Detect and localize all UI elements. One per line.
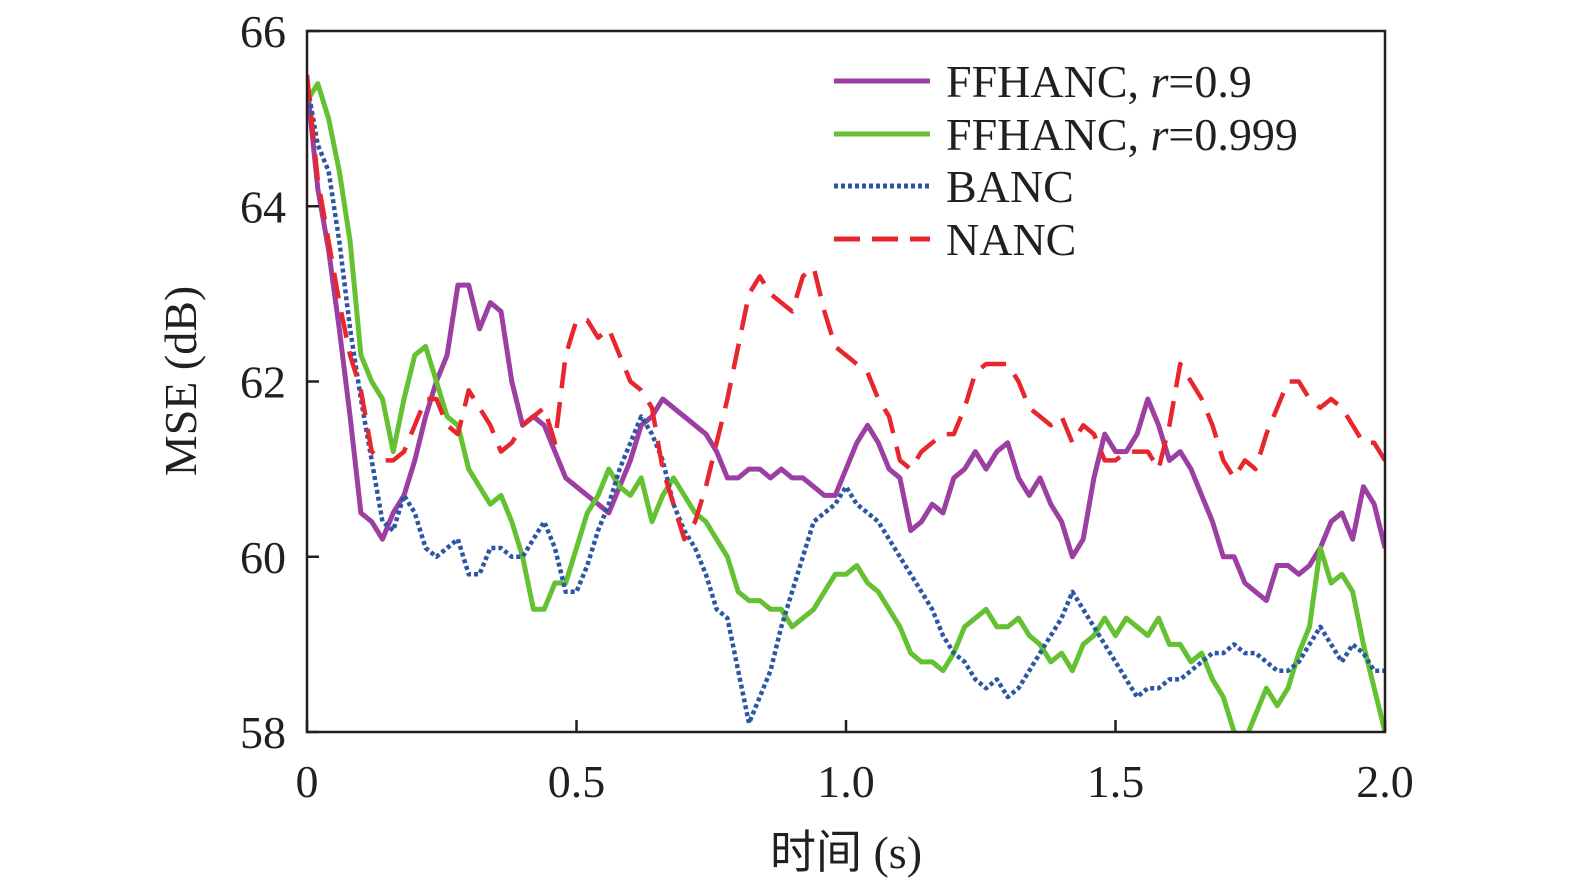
- legend-label: FFHANC, r=0.9: [946, 56, 1252, 107]
- x-tick-label: 1.0: [817, 756, 875, 807]
- legend-label-prefix: FFHANC,: [946, 56, 1151, 107]
- series-line-1: [307, 83, 1385, 604]
- legend-label: BANC: [946, 161, 1074, 212]
- y-tick-label: 62: [240, 357, 286, 408]
- series-layer: [307, 74, 1385, 732]
- y-tick-label: 58: [240, 707, 286, 758]
- y-tick-label: 60: [240, 532, 286, 583]
- y-axis: 58 60 62 64 66: [240, 6, 319, 758]
- legend-label-variable: r: [1151, 56, 1170, 107]
- legend-label-suffix: =0.9: [1168, 56, 1251, 107]
- series-line-4: [307, 74, 1385, 542]
- x-tick-label: 0: [296, 756, 319, 807]
- legend-label-prefix: BANC: [946, 161, 1074, 212]
- legend-label-prefix: NANC: [946, 214, 1076, 265]
- y-axis-title: MSE (dB): [155, 286, 206, 476]
- x-tick-label: 1.5: [1087, 756, 1145, 807]
- x-axis-title: 时间 (s): [770, 827, 922, 878]
- legend-label-variable: r: [1151, 109, 1170, 160]
- legend-label-prefix: FFHANC,: [946, 109, 1151, 160]
- x-tick-label: 0.5: [548, 756, 606, 807]
- legend-label-suffix: =0.999: [1168, 109, 1297, 160]
- legend-label: FFHANC, r=0.999: [946, 109, 1298, 160]
- x-tick-label: 2.0: [1356, 756, 1414, 807]
- series-line-3: [307, 83, 1385, 726]
- legend-label: NANC: [946, 214, 1076, 265]
- series-line-2: [307, 81, 1385, 732]
- y-tick-label: 64: [240, 181, 286, 232]
- x-axis: 0 0.5 1.0 1.5 2.0: [296, 720, 1414, 807]
- y-tick-label: 66: [240, 6, 286, 57]
